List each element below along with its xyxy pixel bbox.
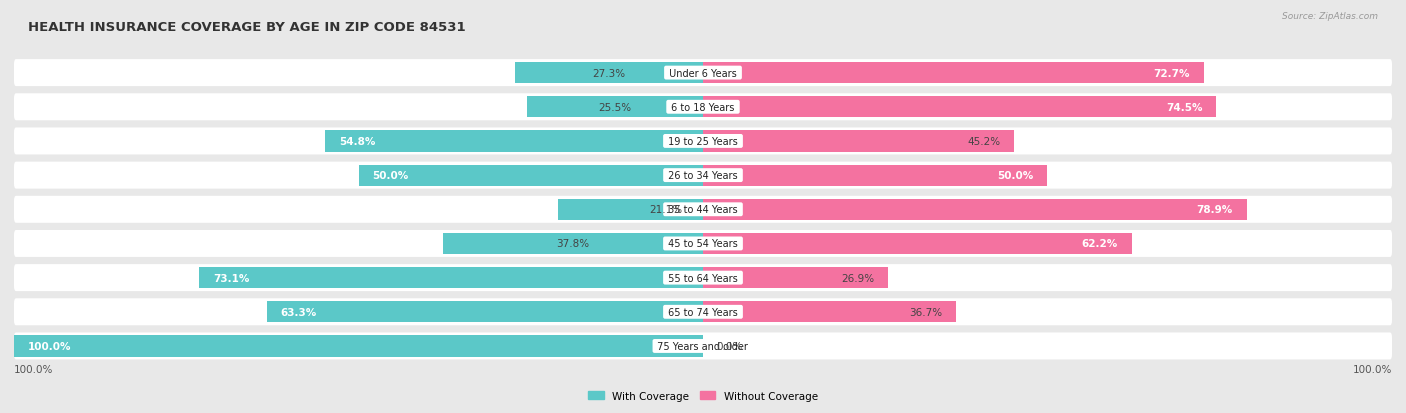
FancyBboxPatch shape [14, 60, 1392, 87]
Text: 54.8%: 54.8% [339, 137, 375, 147]
Bar [703, 97, 1216, 118]
Text: 0.0%: 0.0% [717, 341, 742, 351]
Text: Under 6 Years: Under 6 Years [666, 69, 740, 78]
Text: 100.0%: 100.0% [14, 364, 53, 374]
Bar [703, 131, 1014, 152]
Bar [703, 301, 956, 323]
Text: 26.9%: 26.9% [841, 273, 875, 283]
Text: 35 to 44 Years: 35 to 44 Years [665, 205, 741, 215]
Text: 100.0%: 100.0% [1353, 364, 1392, 374]
Bar [703, 165, 1047, 186]
Text: 78.9%: 78.9% [1197, 205, 1233, 215]
Bar [443, 233, 703, 254]
Text: HEALTH INSURANCE COVERAGE BY AGE IN ZIP CODE 84531: HEALTH INSURANCE COVERAGE BY AGE IN ZIP … [28, 21, 465, 33]
Bar [325, 131, 703, 152]
Text: 73.1%: 73.1% [214, 273, 249, 283]
Text: 21.1%: 21.1% [650, 205, 682, 215]
FancyBboxPatch shape [14, 299, 1392, 325]
Bar [267, 301, 703, 323]
Text: 55 to 64 Years: 55 to 64 Years [665, 273, 741, 283]
Text: Source: ZipAtlas.com: Source: ZipAtlas.com [1282, 12, 1378, 21]
Bar [703, 199, 1247, 221]
Text: 27.3%: 27.3% [592, 69, 626, 78]
Text: 50.0%: 50.0% [373, 171, 409, 180]
Text: 100.0%: 100.0% [28, 341, 72, 351]
Bar [558, 199, 703, 221]
Bar [703, 233, 1132, 254]
Text: 25.5%: 25.5% [599, 102, 631, 112]
Bar [703, 63, 1204, 84]
FancyBboxPatch shape [14, 230, 1392, 257]
Bar [359, 165, 703, 186]
FancyBboxPatch shape [14, 264, 1392, 292]
Text: 26 to 34 Years: 26 to 34 Years [665, 171, 741, 180]
Bar [703, 267, 889, 289]
Bar [14, 336, 703, 357]
Bar [527, 97, 703, 118]
Text: 63.3%: 63.3% [281, 307, 316, 317]
Text: 45.2%: 45.2% [967, 137, 1001, 147]
Text: 19 to 25 Years: 19 to 25 Years [665, 137, 741, 147]
Bar [200, 267, 703, 289]
FancyBboxPatch shape [14, 128, 1392, 155]
Text: 72.7%: 72.7% [1153, 69, 1189, 78]
Legend: With Coverage, Without Coverage: With Coverage, Without Coverage [583, 387, 823, 405]
Text: 75 Years and older: 75 Years and older [655, 341, 751, 351]
FancyBboxPatch shape [14, 196, 1392, 223]
FancyBboxPatch shape [14, 94, 1392, 121]
Text: 74.5%: 74.5% [1166, 102, 1202, 112]
Text: 6 to 18 Years: 6 to 18 Years [668, 102, 738, 112]
Text: 65 to 74 Years: 65 to 74 Years [665, 307, 741, 317]
FancyBboxPatch shape [14, 332, 1392, 360]
Text: 50.0%: 50.0% [997, 171, 1033, 180]
Bar [515, 63, 703, 84]
FancyBboxPatch shape [14, 162, 1392, 189]
Text: 37.8%: 37.8% [557, 239, 589, 249]
Text: 36.7%: 36.7% [908, 307, 942, 317]
Text: 62.2%: 62.2% [1081, 239, 1118, 249]
Text: 45 to 54 Years: 45 to 54 Years [665, 239, 741, 249]
